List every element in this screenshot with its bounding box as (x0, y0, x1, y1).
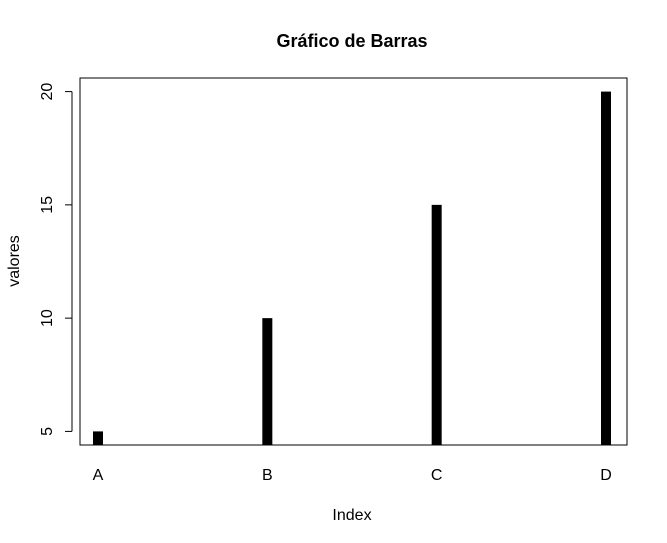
x-axis: A B C D (93, 467, 612, 484)
plot-frame (79, 77, 628, 446)
bar-d (601, 91, 611, 445)
y-tick-label: 5 (39, 427, 56, 436)
y-tick-label: 20 (39, 83, 56, 101)
x-axis-label: Index (332, 507, 371, 524)
bars (93, 91, 611, 445)
y-tick-label: 10 (39, 309, 56, 327)
x-tick-label: B (262, 467, 273, 484)
bar-b (262, 318, 273, 445)
y-tick-label: 15 (39, 196, 56, 214)
chart-title: Gráfico de Barras (276, 31, 427, 51)
x-tick-label: A (93, 467, 104, 484)
y-axis-label: valores (6, 235, 23, 287)
y-axis: 5 10 15 20 (39, 83, 73, 436)
x-tick-label: C (431, 467, 443, 484)
x-tick-label: D (600, 467, 612, 484)
bar-a (93, 431, 103, 445)
bar-c (431, 204, 442, 445)
